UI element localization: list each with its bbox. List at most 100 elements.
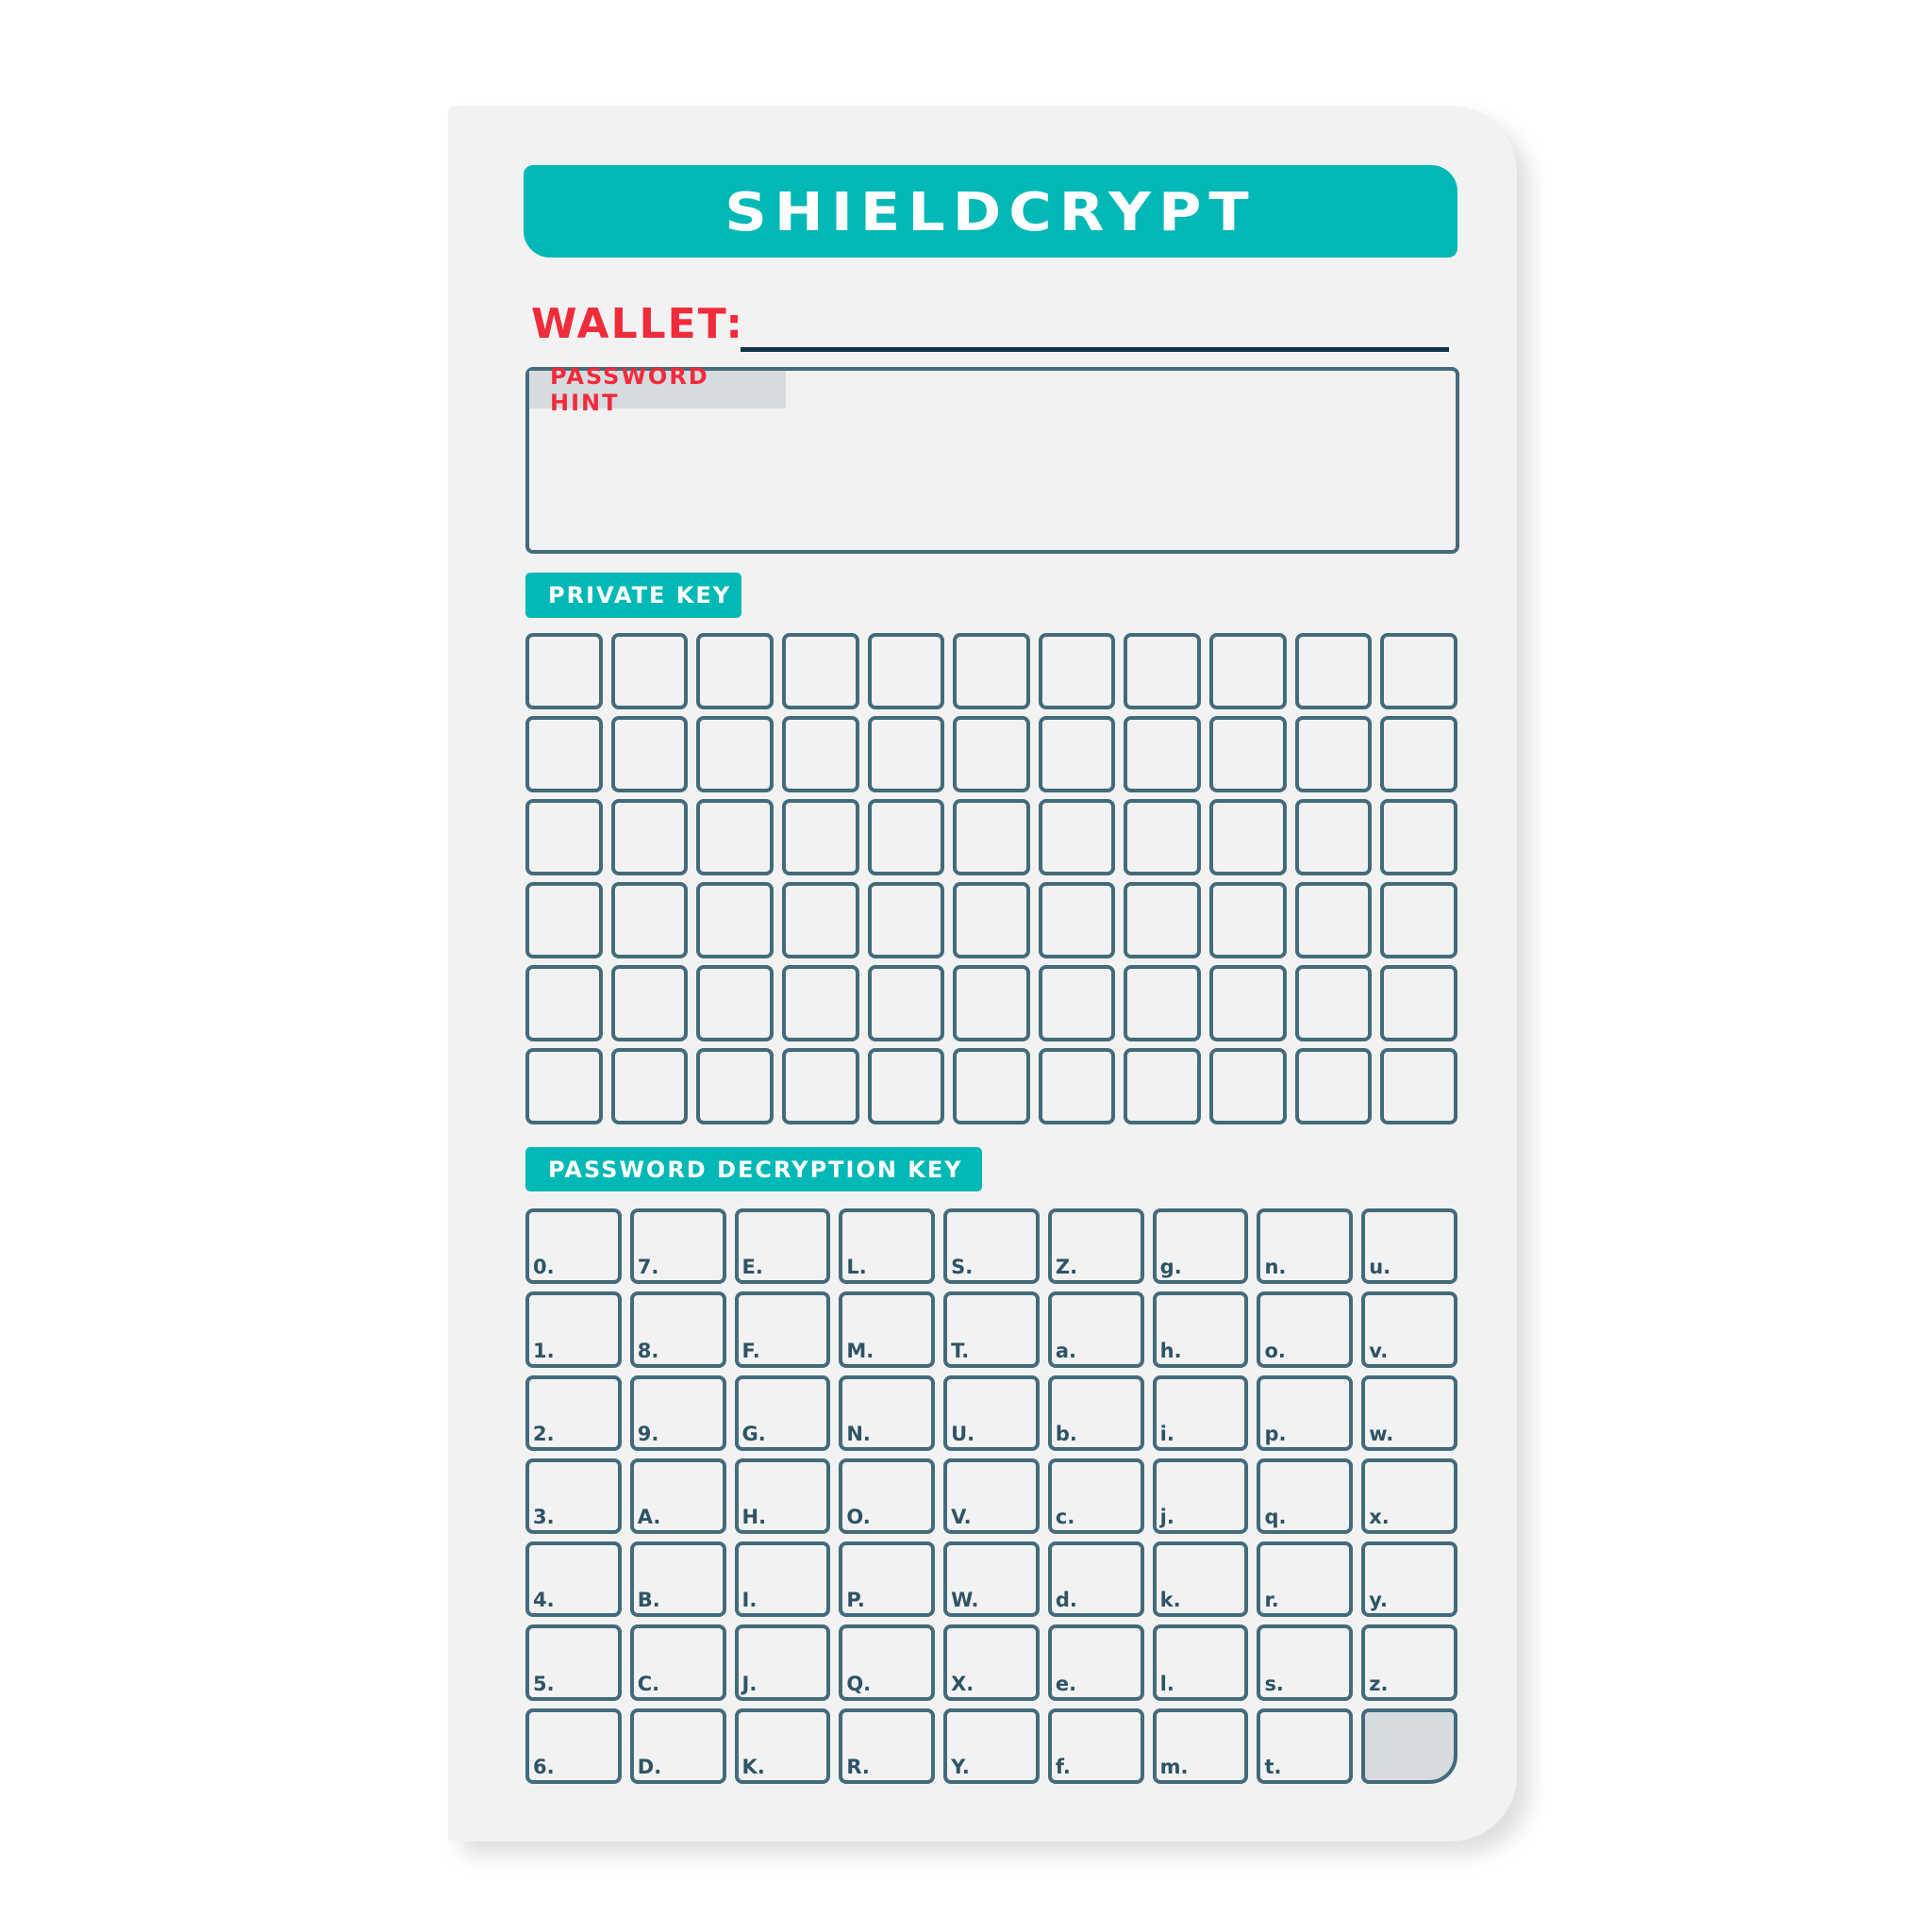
decryption-key-cell[interactable]: m. [1152, 1707, 1249, 1784]
decryption-key-cell[interactable]: k. [1152, 1541, 1249, 1618]
private-key-cell[interactable] [696, 716, 774, 792]
private-key-cell[interactable] [1209, 633, 1287, 709]
private-key-cell[interactable] [696, 799, 774, 875]
decryption-key-cell[interactable]: s. [1257, 1624, 1354, 1701]
decryption-key-cell[interactable]: p. [1257, 1374, 1354, 1451]
private-key-cell[interactable] [696, 633, 774, 709]
private-key-cell[interactable] [1209, 965, 1287, 1041]
private-key-cell[interactable] [696, 882, 774, 958]
decryption-key-cell[interactable]: x. [1361, 1457, 1457, 1535]
private-key-cell[interactable] [1294, 965, 1373, 1041]
private-key-cell[interactable] [1209, 882, 1287, 958]
private-key-cell[interactable] [781, 716, 859, 792]
decryption-key-cell[interactable]: f. [1047, 1707, 1144, 1784]
private-key-cell[interactable] [953, 633, 1030, 709]
private-key-cell[interactable] [1209, 799, 1287, 875]
decryption-key-cell[interactable]: 6. [525, 1707, 622, 1784]
decryption-key-cell[interactable]: D. [629, 1707, 726, 1784]
private-key-cell[interactable] [696, 965, 774, 1041]
decryption-key-cell[interactable]: V. [943, 1457, 1040, 1535]
private-key-cell[interactable] [867, 882, 945, 958]
password-hint-box[interactable]: PASSWORD HINT [525, 363, 1459, 554]
decryption-key-cell[interactable]: n. [1257, 1208, 1354, 1285]
decryption-key-cell[interactable]: 4. [525, 1541, 622, 1618]
decryption-key-cell[interactable]: r. [1257, 1541, 1354, 1618]
decryption-key-cell[interactable]: N. [839, 1374, 936, 1451]
private-key-cell[interactable] [1380, 716, 1457, 792]
decryption-key-cell[interactable]: o. [1257, 1291, 1354, 1368]
private-key-cell[interactable] [610, 1048, 689, 1124]
private-key-cell[interactable] [1380, 633, 1457, 709]
decryption-key-cell[interactable]: F. [734, 1291, 831, 1368]
decryption-key-cell[interactable]: T. [943, 1291, 1040, 1368]
decryption-key-cell[interactable]: O. [839, 1457, 936, 1535]
decryption-key-cell[interactable]: P. [839, 1541, 936, 1618]
private-key-cell[interactable] [1038, 633, 1116, 709]
decryption-key-cell[interactable]: a. [1047, 1291, 1144, 1368]
private-key-cell[interactable] [1209, 1048, 1287, 1124]
private-key-cell[interactable] [953, 882, 1030, 958]
decryption-key-cell[interactable]: Y. [943, 1707, 1040, 1784]
private-key-cell[interactable] [525, 799, 603, 875]
private-key-cell[interactable] [867, 799, 945, 875]
decryption-key-cell[interactable]: h. [1152, 1291, 1249, 1368]
private-key-cell[interactable] [1124, 965, 1202, 1041]
decryption-key-cell[interactable]: w. [1361, 1374, 1457, 1451]
decryption-key-cell[interactable]: q. [1257, 1457, 1354, 1535]
decryption-key-cell[interactable]: 7. [629, 1208, 726, 1285]
decryption-key-cell[interactable]: i. [1152, 1374, 1249, 1451]
private-key-cell[interactable] [781, 799, 859, 875]
private-key-cell[interactable] [1294, 633, 1373, 709]
private-key-cell[interactable] [1380, 965, 1457, 1041]
decryption-key-cell[interactable]: z. [1361, 1624, 1457, 1701]
private-key-cell[interactable] [1038, 1048, 1116, 1124]
private-key-cell[interactable] [1380, 1048, 1457, 1124]
private-key-cell[interactable] [781, 1048, 859, 1124]
decryption-key-cell[interactable]: L. [839, 1208, 936, 1285]
private-key-cell[interactable] [953, 799, 1030, 875]
private-key-cell[interactable] [525, 716, 603, 792]
wallet-input-line[interactable] [741, 347, 1449, 352]
decryption-key-cell[interactable]: 0. [525, 1208, 622, 1285]
decryption-key-cell[interactable]: U. [943, 1374, 1040, 1451]
private-key-cell[interactable] [1038, 716, 1116, 792]
private-key-cell[interactable] [781, 882, 859, 958]
decryption-key-cell[interactable]: R. [839, 1707, 936, 1784]
private-key-cell[interactable] [610, 965, 689, 1041]
private-key-cell[interactable] [1038, 799, 1116, 875]
decryption-key-cell[interactable]: 2. [525, 1374, 622, 1451]
decryption-key-cell[interactable]: Q. [839, 1624, 936, 1701]
private-key-cell[interactable] [781, 633, 859, 709]
decryption-key-cell[interactable]: M. [839, 1291, 936, 1368]
private-key-cell[interactable] [953, 716, 1030, 792]
decryption-key-cell[interactable]: K. [734, 1707, 831, 1784]
decryption-key-cell[interactable]: 1. [525, 1291, 622, 1368]
private-key-cell[interactable] [1124, 716, 1202, 792]
decryption-key-cell[interactable]: c. [1047, 1457, 1144, 1535]
decryption-key-cell[interactable]: d. [1047, 1541, 1144, 1618]
private-key-cell[interactable] [1380, 882, 1457, 958]
decryption-key-cell[interactable]: E. [734, 1208, 831, 1285]
private-key-cell[interactable] [610, 633, 689, 709]
decryption-key-cell[interactable]: j. [1152, 1457, 1249, 1535]
decryption-key-cell[interactable]: J. [734, 1624, 831, 1701]
decryption-key-cell[interactable]: 3. [525, 1457, 622, 1535]
decryption-key-cell[interactable]: Z. [1047, 1208, 1144, 1285]
private-key-cell[interactable] [525, 882, 603, 958]
private-key-cell[interactable] [610, 882, 689, 958]
decryption-key-cell[interactable]: S. [943, 1208, 1040, 1285]
private-key-cell[interactable] [1380, 799, 1457, 875]
decryption-key-cell[interactable]: G. [734, 1374, 831, 1451]
private-key-cell[interactable] [781, 965, 859, 1041]
private-key-cell[interactable] [1294, 799, 1373, 875]
private-key-cell[interactable] [867, 965, 945, 1041]
private-key-cell[interactable] [1124, 1048, 1202, 1124]
private-key-cell[interactable] [525, 1048, 603, 1124]
decryption-key-cell[interactable]: B. [629, 1541, 726, 1618]
private-key-cell[interactable] [1124, 633, 1202, 709]
decryption-key-cell[interactable]: X. [943, 1624, 1040, 1701]
decryption-key-cell[interactable]: v. [1361, 1291, 1457, 1368]
private-key-cell[interactable] [1124, 799, 1202, 875]
private-key-cell[interactable] [867, 633, 945, 709]
private-key-cell[interactable] [525, 965, 603, 1041]
